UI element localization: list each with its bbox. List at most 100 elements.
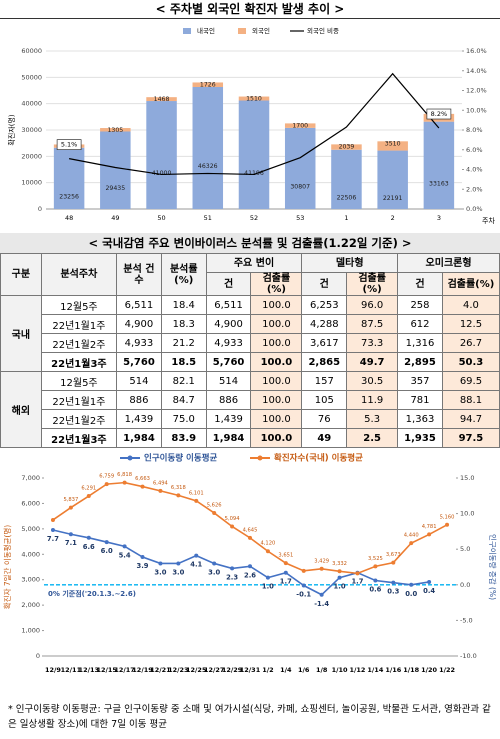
x-tick-label: 1 bbox=[344, 214, 348, 222]
data-label: 4,120 bbox=[260, 541, 275, 547]
annotation: 0% 기준점('20.1.3.~2.6) bbox=[48, 589, 136, 598]
table-cell: 1,316 bbox=[397, 333, 443, 353]
point bbox=[427, 579, 432, 584]
x-tick-label: 1/4 bbox=[280, 666, 292, 674]
point bbox=[319, 592, 324, 597]
table-cell: 157 bbox=[301, 371, 348, 391]
x-tick-label: 12/17 bbox=[114, 666, 134, 674]
data-label: 1305 bbox=[107, 127, 123, 134]
table-cell: 4,933 bbox=[116, 333, 162, 353]
header-cell: 오미크론형 bbox=[397, 253, 500, 273]
bar-segment bbox=[192, 87, 224, 209]
y2-tick-label: 15.0 bbox=[460, 474, 474, 482]
data-label: 6.0 bbox=[101, 547, 113, 555]
table-cell: 49.7 bbox=[346, 352, 399, 372]
data-label: 0.3 bbox=[387, 588, 399, 596]
y2-axis-label: 인구이동량 증감 (%) bbox=[488, 534, 498, 600]
data-label: 41000 bbox=[152, 170, 172, 177]
point bbox=[50, 517, 55, 522]
x-tick-label: 12/13 bbox=[79, 666, 99, 674]
table-row: 22년1월2주 4,933 21.2 4,933 100.0 3,617 73.3 1,316… bbox=[1, 333, 500, 353]
legend-label: 인구이동량 이동평균 bbox=[144, 453, 218, 464]
table-cell: 88.1 bbox=[441, 390, 500, 410]
data-label: 2.6 bbox=[244, 571, 256, 579]
y-tick-label: 5,000 bbox=[21, 525, 40, 533]
bar-segment bbox=[238, 96, 270, 101]
y-axis-label: 확진자 7일간 이동평균(명) bbox=[2, 525, 12, 609]
table-cell: 87.5 bbox=[346, 314, 399, 334]
data-label: 7.7 bbox=[47, 535, 59, 543]
table-cell: 26.7 bbox=[441, 333, 500, 353]
y2-tick-label: 5.0 bbox=[460, 545, 470, 553]
table-cell: 100.0 bbox=[250, 333, 303, 353]
table-cell: 75.0 bbox=[160, 409, 207, 429]
data-label: 8.2% bbox=[431, 110, 448, 118]
chart: 0 10000 20000 30000 40000 50000 60000 0.0% 2.0% 4… bbox=[7, 26, 495, 225]
point bbox=[158, 488, 163, 493]
data-label: 3.0 bbox=[208, 568, 220, 576]
y-axis-label: 확진자(명) bbox=[7, 114, 16, 145]
bar-segment bbox=[331, 144, 362, 150]
table: 구분 분석주차 분석 건수 분석률 (%) 주요 변이 델타형 오미크론형 건 검출률(%) 건 검… bbox=[0, 253, 500, 448]
bar-segment bbox=[284, 123, 316, 128]
point bbox=[373, 564, 378, 569]
point bbox=[176, 493, 181, 498]
y-tick-label: 0 bbox=[38, 205, 42, 213]
x-tick-label: 12/11 bbox=[61, 666, 82, 674]
table-cell: 1,935 bbox=[397, 428, 443, 448]
point bbox=[194, 553, 199, 558]
point bbox=[337, 569, 342, 574]
x-tick-label: 1/16 bbox=[385, 666, 401, 674]
bar-segment bbox=[377, 141, 408, 151]
point bbox=[122, 544, 127, 549]
table-cell: 84.7 bbox=[160, 390, 207, 410]
bar-segment bbox=[377, 150, 408, 209]
bar-segment bbox=[53, 147, 85, 209]
table-cell: 22년1월2주 bbox=[40, 409, 118, 429]
table-cell: 18.5 bbox=[160, 352, 207, 372]
y2-tick-label: -10.0 bbox=[460, 652, 477, 660]
table-cell: 1,984 bbox=[205, 428, 252, 448]
bar-segment bbox=[238, 100, 270, 209]
point bbox=[176, 561, 181, 566]
table-cell: 4.0 bbox=[441, 295, 500, 315]
table-cell: 100.0 bbox=[250, 352, 303, 372]
table-cell: 1,984 bbox=[116, 428, 162, 448]
data-label: -0.1 bbox=[296, 591, 311, 599]
y-tick-label: 6,000 bbox=[21, 499, 40, 507]
x-tick-label: 1/22 bbox=[439, 666, 455, 674]
label-box bbox=[426, 108, 452, 120]
data-label: 3,673 bbox=[386, 552, 401, 558]
point bbox=[445, 522, 450, 527]
table-cell: 2,865 bbox=[301, 352, 348, 372]
legend-swatch bbox=[257, 455, 263, 461]
line bbox=[52, 529, 430, 596]
point bbox=[86, 535, 91, 540]
table-cell: 100.0 bbox=[250, 409, 303, 429]
table-cell: 514 bbox=[205, 371, 252, 391]
table-row: 22년1월3주 1,984 83.9 1,984 100.0 49 2.5 1,935 97.5 bbox=[1, 428, 500, 448]
y2-tick-label: 0.0 bbox=[460, 581, 470, 589]
x-tick-label: 48 bbox=[65, 214, 73, 222]
x-tick-label: 53 bbox=[296, 214, 304, 222]
point bbox=[283, 561, 288, 566]
table-cell: 5,760 bbox=[116, 352, 162, 372]
table-cell: 국내 bbox=[0, 295, 42, 372]
data-label: 1.7 bbox=[280, 578, 292, 586]
data-label: 6,291 bbox=[81, 486, 96, 492]
bar-segment bbox=[423, 121, 455, 209]
point bbox=[194, 498, 199, 503]
data-label: 4,440 bbox=[404, 533, 419, 539]
data-label: 4.1 bbox=[190, 561, 202, 569]
x-tick-label: 12/31 bbox=[240, 666, 261, 674]
table-cell: 73.3 bbox=[346, 333, 399, 353]
data-label: 1.0 bbox=[262, 583, 274, 591]
point bbox=[50, 527, 55, 532]
table-row: 22년1월1주 886 84.7 886 100.0 105 11.9 781 88.1 bbox=[1, 390, 500, 410]
table-cell: 612 bbox=[397, 314, 443, 334]
x-tick-label: 12/29 bbox=[222, 666, 243, 674]
table-cell: 886 bbox=[205, 390, 252, 410]
data-label: 3.0 bbox=[154, 568, 166, 576]
table-cell: 82.1 bbox=[160, 371, 207, 391]
